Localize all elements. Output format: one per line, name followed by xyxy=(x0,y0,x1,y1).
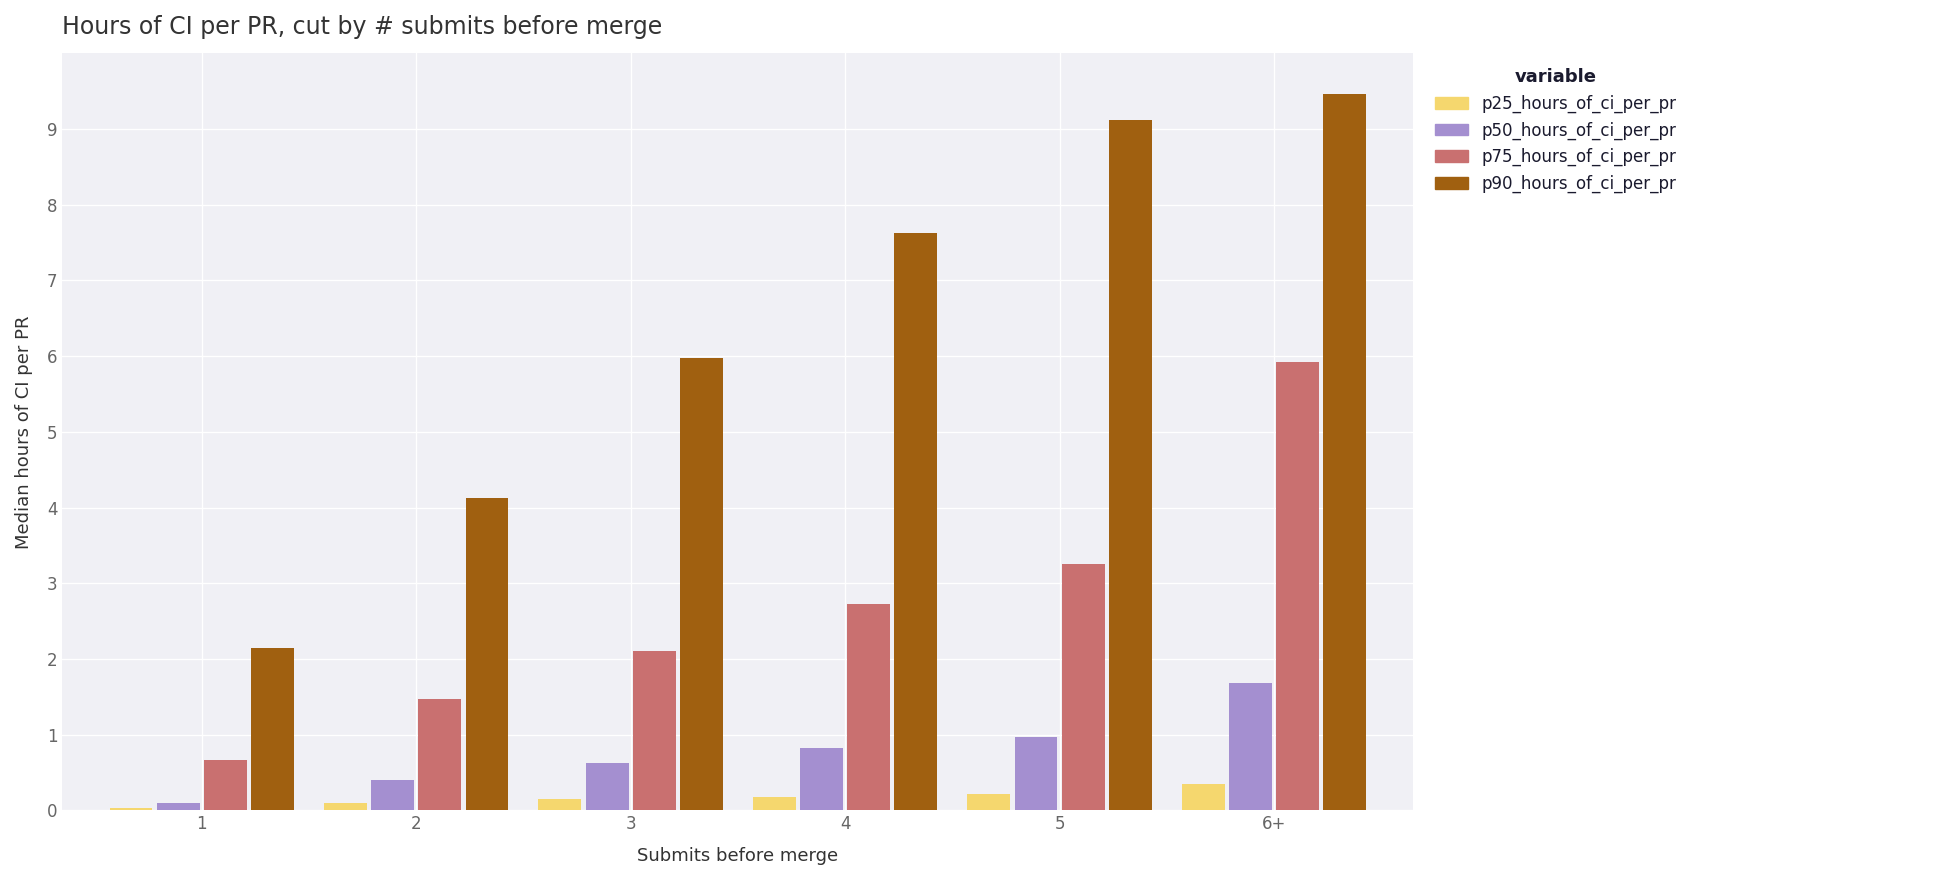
Bar xyxy=(895,233,938,810)
Bar xyxy=(753,796,796,810)
Bar xyxy=(1276,363,1319,810)
Bar xyxy=(324,803,367,810)
Y-axis label: Median hours of CI per PR: Median hours of CI per PR xyxy=(16,315,33,548)
Bar xyxy=(157,803,200,810)
Bar xyxy=(1323,93,1367,810)
Bar xyxy=(466,498,509,810)
Bar xyxy=(418,699,462,810)
Bar xyxy=(633,651,676,810)
Bar xyxy=(1062,564,1105,810)
Bar xyxy=(800,748,843,810)
Bar xyxy=(538,799,581,810)
Bar xyxy=(109,808,151,810)
Bar xyxy=(586,763,629,810)
Text: Hours of CI per PR, cut by # submits before merge: Hours of CI per PR, cut by # submits bef… xyxy=(62,15,662,39)
Bar xyxy=(1014,737,1056,810)
Bar xyxy=(680,358,722,810)
Bar xyxy=(967,794,1010,810)
Bar xyxy=(1109,120,1152,810)
Bar xyxy=(204,759,247,810)
X-axis label: Submits before merge: Submits before merge xyxy=(637,847,839,865)
Bar xyxy=(1229,683,1272,810)
Bar xyxy=(847,604,889,810)
Bar xyxy=(371,780,414,810)
Bar xyxy=(251,648,293,810)
Bar xyxy=(1183,784,1225,810)
Legend: p25_hours_of_ci_per_pr, p50_hours_of_ci_per_pr, p75_hours_of_ci_per_pr, p90_hour: p25_hours_of_ci_per_pr, p50_hours_of_ci_… xyxy=(1429,62,1684,200)
